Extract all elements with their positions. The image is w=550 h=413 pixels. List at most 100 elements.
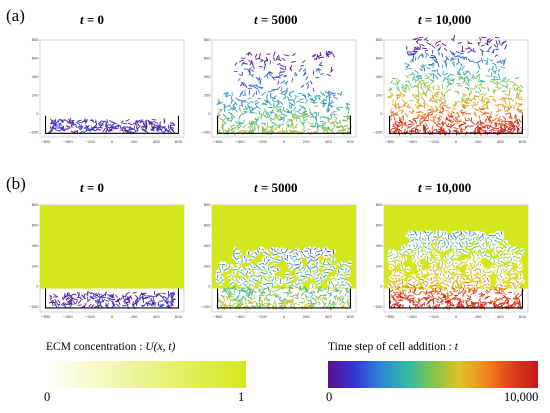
cell-fibre: [421, 303, 424, 307]
cell-fibre: [497, 238, 503, 241]
cell-fibre: [517, 302, 522, 307]
cell-fibre: [319, 276, 323, 282]
cell-fibre: [273, 249, 277, 253]
cell-fibre: [317, 124, 320, 129]
cell-fibre: [512, 297, 518, 301]
cell-fibre: [280, 86, 283, 92]
panel-label-b: (b): [6, 174, 26, 193]
cell-fibre: [144, 296, 149, 300]
y-tick-label: 0: [208, 112, 211, 116]
cell-fibre: [471, 253, 475, 258]
cell-fibre: [249, 296, 253, 301]
cell-fibre: [236, 131, 241, 133]
cell-fibre: [265, 295, 268, 300]
cell-fibre: [518, 267, 523, 269]
cell-fibre: [328, 90, 333, 94]
cell-fibre: [223, 91, 228, 95]
cell-fibre: [424, 280, 429, 283]
cell-fibre: [492, 300, 495, 305]
cell-fibre: [285, 121, 289, 127]
cell-fibre: [499, 123, 502, 128]
y-tick-label: 800: [204, 38, 212, 42]
cell-fibre: [434, 41, 438, 46]
cell-fibre: [404, 87, 408, 91]
cell-fibre: [442, 60, 447, 63]
cell-fibre: [265, 126, 269, 131]
cell-fibre: [436, 289, 440, 295]
cell-fibre: [519, 249, 525, 252]
ecm-region: [212, 205, 356, 289]
cell-fibre: [482, 129, 486, 134]
cell-fibre: [392, 298, 398, 301]
cell-fibre: [233, 288, 236, 294]
cell-fibre: [395, 295, 399, 299]
cell-fibre: [239, 122, 244, 124]
cell-fibre: [340, 277, 346, 280]
well-outline: [44, 288, 180, 309]
cell-fibre: [332, 249, 335, 255]
cell-fibre: [271, 277, 275, 282]
cell-fibre: [101, 298, 104, 303]
x-tick-label: 400: [325, 140, 333, 144]
cell-fibre: [401, 245, 405, 249]
cell-fibre: [482, 105, 485, 110]
cell-fibre: [425, 113, 430, 118]
cell-fibre: [408, 294, 414, 297]
cell-fibre: [399, 291, 402, 296]
cell-fibre: [496, 276, 500, 281]
cell-fibre: [457, 262, 462, 267]
cell-fibre: [303, 119, 308, 121]
cell-fibre: [53, 123, 58, 128]
cell-fibre: [519, 276, 522, 280]
cell-fibre: [282, 116, 286, 119]
cell-fibre: [422, 117, 427, 121]
cell-fibre: [494, 70, 498, 73]
cell-fibre: [518, 89, 523, 92]
cell-fibre: [290, 122, 293, 126]
cell-fibre: [232, 285, 235, 289]
cell-fibre: [390, 303, 395, 308]
cell-fibre: [436, 290, 441, 295]
cell-fibre: [452, 129, 458, 132]
cell-fibre: [275, 55, 279, 61]
cell-fibre: [496, 43, 499, 49]
cell-fibre: [69, 118, 71, 122]
cell-fibre: [97, 123, 103, 127]
cell-fibre: [340, 125, 345, 128]
cell-fibre: [347, 109, 350, 114]
cell-fibre: [467, 46, 472, 50]
cell-fibre: [513, 246, 518, 251]
plot-b-t0: 800 600 400 200 0 −200 −600 −400 −200 0 200 400 600: [28, 203, 188, 321]
cell-fibre: [472, 246, 477, 249]
y-tick-label: 0: [380, 285, 383, 289]
cell-fibre: [393, 299, 398, 304]
cell-fibre: [471, 121, 476, 125]
cell-fibre: [412, 119, 416, 122]
cell-fibre: [503, 60, 505, 66]
cell-fibre: [298, 112, 304, 115]
cell-fibre: [480, 121, 485, 125]
cell-fibre: [493, 259, 495, 264]
cell-fibre: [319, 115, 322, 120]
cell-fibre: [300, 84, 305, 88]
cell-fibre: [431, 238, 436, 243]
cell-fibre: [455, 241, 459, 245]
cell-fibre: [451, 108, 457, 110]
cell-fibre: [126, 296, 129, 301]
cell-fibre: [394, 287, 400, 291]
cell-fibre: [328, 299, 331, 305]
cell-fibre: [77, 125, 82, 128]
x-tick-label: 400: [153, 315, 161, 319]
cell-fibre: [427, 294, 433, 298]
cell-fibre: [346, 287, 349, 291]
cell-fibre: [491, 127, 496, 129]
cell-fibre: [448, 280, 452, 283]
cell-fibre: [451, 61, 455, 64]
cell-fibre: [289, 65, 293, 71]
cell-fibre: [328, 129, 332, 132]
cell-fibre: [507, 246, 511, 252]
cell-fibre: [98, 123, 102, 129]
cell-fibre: [460, 128, 464, 133]
cell-fibre: [96, 302, 99, 307]
cell-fibre: [471, 74, 474, 79]
